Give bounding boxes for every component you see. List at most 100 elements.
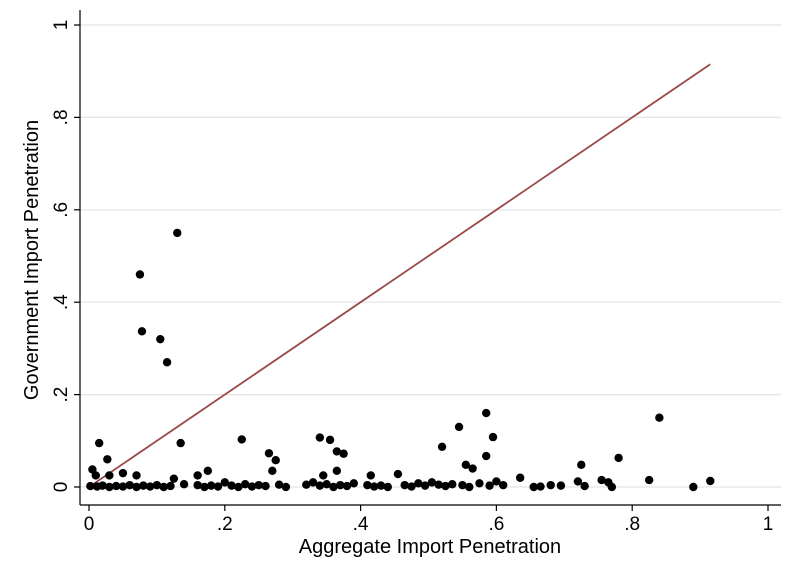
scatter-point-81 (369, 482, 379, 491)
scatter-point-78 (342, 481, 352, 491)
x-tick-label-2: .4 (353, 514, 369, 535)
scatter-point-24 (319, 471, 328, 480)
scatter-point-72 (302, 480, 311, 489)
scatter-point-25 (366, 471, 375, 480)
scatter-point-70 (274, 480, 284, 489)
scatter-point-35 (577, 460, 586, 470)
scatter-point-88 (427, 478, 437, 487)
scatter-point-89 (434, 480, 443, 489)
scatter-point-4 (162, 358, 172, 367)
scatter-point-100 (573, 477, 583, 486)
scatter-point-95 (485, 481, 494, 490)
axes: 0 .2 .4 .6 .8 1 0 .2 .4 .6 .8 1 (51, 10, 781, 535)
x-tick-label-1: .2 (217, 514, 233, 535)
scatter-point-66 (240, 480, 250, 489)
scatter-point-52 (139, 481, 148, 490)
scatter-point-85 (407, 482, 416, 491)
scatter-point-92 (458, 480, 467, 490)
scatter-point-41 (529, 482, 538, 492)
scatter-point-77 (336, 480, 345, 490)
scatter-point-71 (281, 482, 291, 492)
data-points (86, 228, 715, 492)
reference-line-layer (88, 63, 711, 488)
scatter-point-36 (614, 453, 623, 463)
scatter-point-63 (220, 478, 229, 487)
scatter-point-42 (556, 481, 566, 490)
y-tick-label-5: 1 (51, 20, 72, 31)
scatter-point-3 (156, 334, 165, 344)
scatter-point-103 (607, 482, 617, 492)
scatter-point-38 (644, 475, 654, 485)
scatter-point-20 (325, 435, 335, 445)
scatter-point-82 (376, 481, 386, 490)
scatter-point-32 (488, 432, 498, 442)
scatter-point-99 (546, 480, 555, 490)
scatter-point-2 (137, 327, 147, 336)
scatter-point-14 (264, 449, 274, 458)
scatter-point-30 (468, 464, 477, 473)
scatter-point-55 (159, 482, 168, 492)
scatter-point-15 (271, 456, 280, 465)
scatter-point-22 (339, 449, 348, 458)
scatter-point-54 (152, 480, 162, 490)
scatter-point-64 (227, 481, 236, 490)
scatter-point-94 (475, 479, 484, 488)
scatter-point-57 (169, 474, 179, 483)
scatter-point-73 (308, 478, 318, 487)
scatter-point-101 (580, 481, 589, 491)
x-tick-label-3: .6 (488, 514, 504, 535)
x-tick-label-5: 1 (763, 514, 774, 535)
scatter-point-93 (465, 482, 474, 492)
scatter-point-87 (420, 481, 430, 490)
scatter-point-76 (329, 482, 338, 492)
scatter-point-68 (254, 480, 263, 490)
y-tick-label-2: .4 (51, 294, 72, 310)
scatter-point-28 (454, 422, 464, 432)
scatter-point-80 (363, 480, 372, 490)
scatter-point-5 (94, 438, 104, 448)
scatter-point-18 (193, 471, 202, 480)
scatter-point-51 (132, 482, 141, 492)
scatter-point-9 (105, 471, 114, 480)
x-tick-label-0: 0 (84, 514, 95, 535)
y-axis-title: Government Import Penetration (21, 120, 43, 400)
scatter-point-61 (207, 481, 216, 490)
y-tick-label-3: .6 (51, 202, 72, 218)
scatter-point-31 (482, 408, 491, 418)
scatter-point-13 (237, 435, 246, 444)
scatter-point-90 (441, 481, 450, 491)
scatter-point-83 (383, 482, 392, 492)
x-tick-label-4: .8 (624, 514, 640, 535)
scatter-point-12 (176, 438, 185, 448)
scatter-point-19 (315, 433, 325, 442)
scatter-point-56 (166, 481, 175, 491)
scatter-point-48 (111, 481, 121, 491)
scatter-point-27 (437, 442, 447, 452)
scatter-point-98 (536, 482, 545, 491)
scatter-point-58 (179, 480, 189, 489)
scatter-point-46 (98, 481, 107, 490)
scatter-point-21 (332, 447, 342, 456)
scatter-point-49 (118, 482, 128, 491)
reference-line (88, 63, 711, 488)
scatter-point-23 (332, 466, 342, 476)
scatter-point-37 (655, 413, 664, 422)
scatter-point-75 (322, 480, 331, 489)
scatter-point-84 (400, 480, 409, 490)
scatter-point-79 (349, 479, 359, 488)
scatter-point-6 (103, 455, 112, 464)
scatter-point-16 (268, 466, 277, 476)
scatter-point-59 (193, 480, 202, 490)
scatter-point-74 (315, 481, 325, 490)
scatter-point-10 (118, 468, 128, 478)
scatter-point-50 (125, 480, 134, 490)
scatter-point-91 (448, 480, 457, 489)
scatter-point-40 (689, 482, 698, 492)
scatter-point-33 (482, 451, 491, 461)
y-tick-label-1: .2 (51, 387, 72, 403)
scatter-point-34 (515, 473, 525, 482)
scatter-point-1 (135, 270, 145, 279)
scatter-point-17 (203, 466, 213, 476)
scatter-point-53 (145, 482, 155, 491)
